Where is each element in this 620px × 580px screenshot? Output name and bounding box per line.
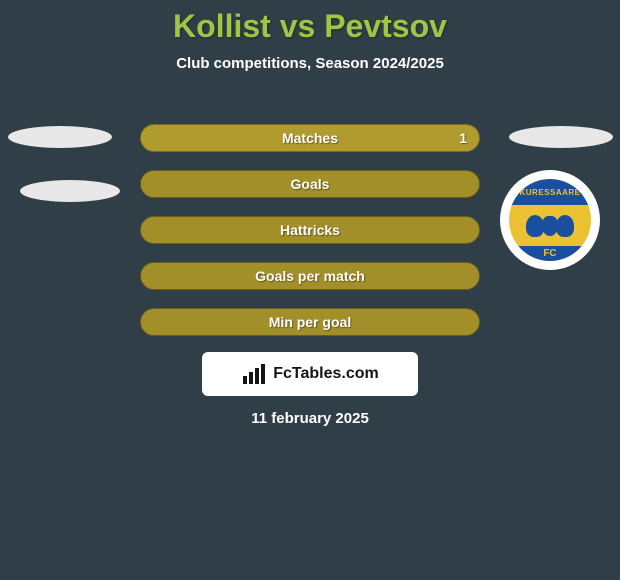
club-badge: KURESSAARE FC [500,170,600,270]
date-label: 11 february 2025 [0,410,620,427]
bar-matches: Matches 1 [140,124,480,152]
badge-top-text: KURESSAARE [519,188,580,197]
bar-mpg-label: Min per goal [269,314,351,330]
bar-hattricks: Hattricks [140,216,480,244]
fctables-text: FcTables.com [273,365,379,383]
club-badge-inner: KURESSAARE FC [509,179,591,261]
avatar-placeholder-left-1 [8,126,112,148]
bar-goals-per-match: Goals per match [140,262,480,290]
badge-middle [509,205,591,246]
page-title: Kollist vs Pevtsov [0,0,620,45]
bar-hattricks-label: Hattricks [280,222,340,238]
avatar-placeholder-left-2 [20,180,120,202]
badge-top: KURESSAARE [509,179,591,205]
badge-center-icon [542,216,558,236]
badge-bottom-text: FC [543,248,556,259]
bar-gpm-label: Goals per match [255,268,365,284]
wing-right-icon [556,215,574,237]
avatar-placeholder-right [509,126,613,148]
bar-min-per-goal: Min per goal [140,308,480,336]
bar-matches-value: 1 [459,130,467,146]
bar-matches-label: Matches [282,130,338,146]
fctables-attribution: FcTables.com [202,352,418,396]
badge-bottom: FC [509,246,591,261]
bar-goals: Goals [140,170,480,198]
bar-goals-label: Goals [291,176,330,192]
subtitle: Club competitions, Season 2024/2025 [0,55,620,72]
stats-bars: Matches 1 Goals Hattricks Goals per matc… [140,124,480,354]
fctables-chart-icon [241,364,267,384]
